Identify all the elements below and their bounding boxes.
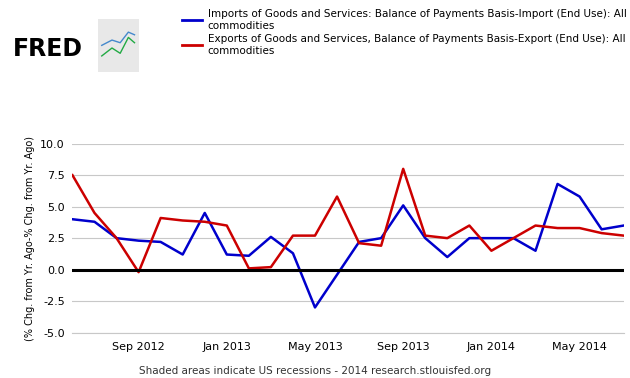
- Legend: Imports of Goods and Services: Balance of Payments Basis-Import (End Use): All
c: Imports of Goods and Services: Balance o…: [181, 9, 626, 56]
- Text: Shaded areas indicate US recessions - 2014 research.stlouisfed.org: Shaded areas indicate US recessions - 20…: [139, 366, 491, 376]
- Y-axis label: (% Chg. from Yr. Ago-% Chg. from Yr. Ago): (% Chg. from Yr. Ago-% Chg. from Yr. Ago…: [25, 136, 35, 341]
- Text: FRED: FRED: [13, 37, 83, 61]
- FancyBboxPatch shape: [96, 16, 140, 74]
